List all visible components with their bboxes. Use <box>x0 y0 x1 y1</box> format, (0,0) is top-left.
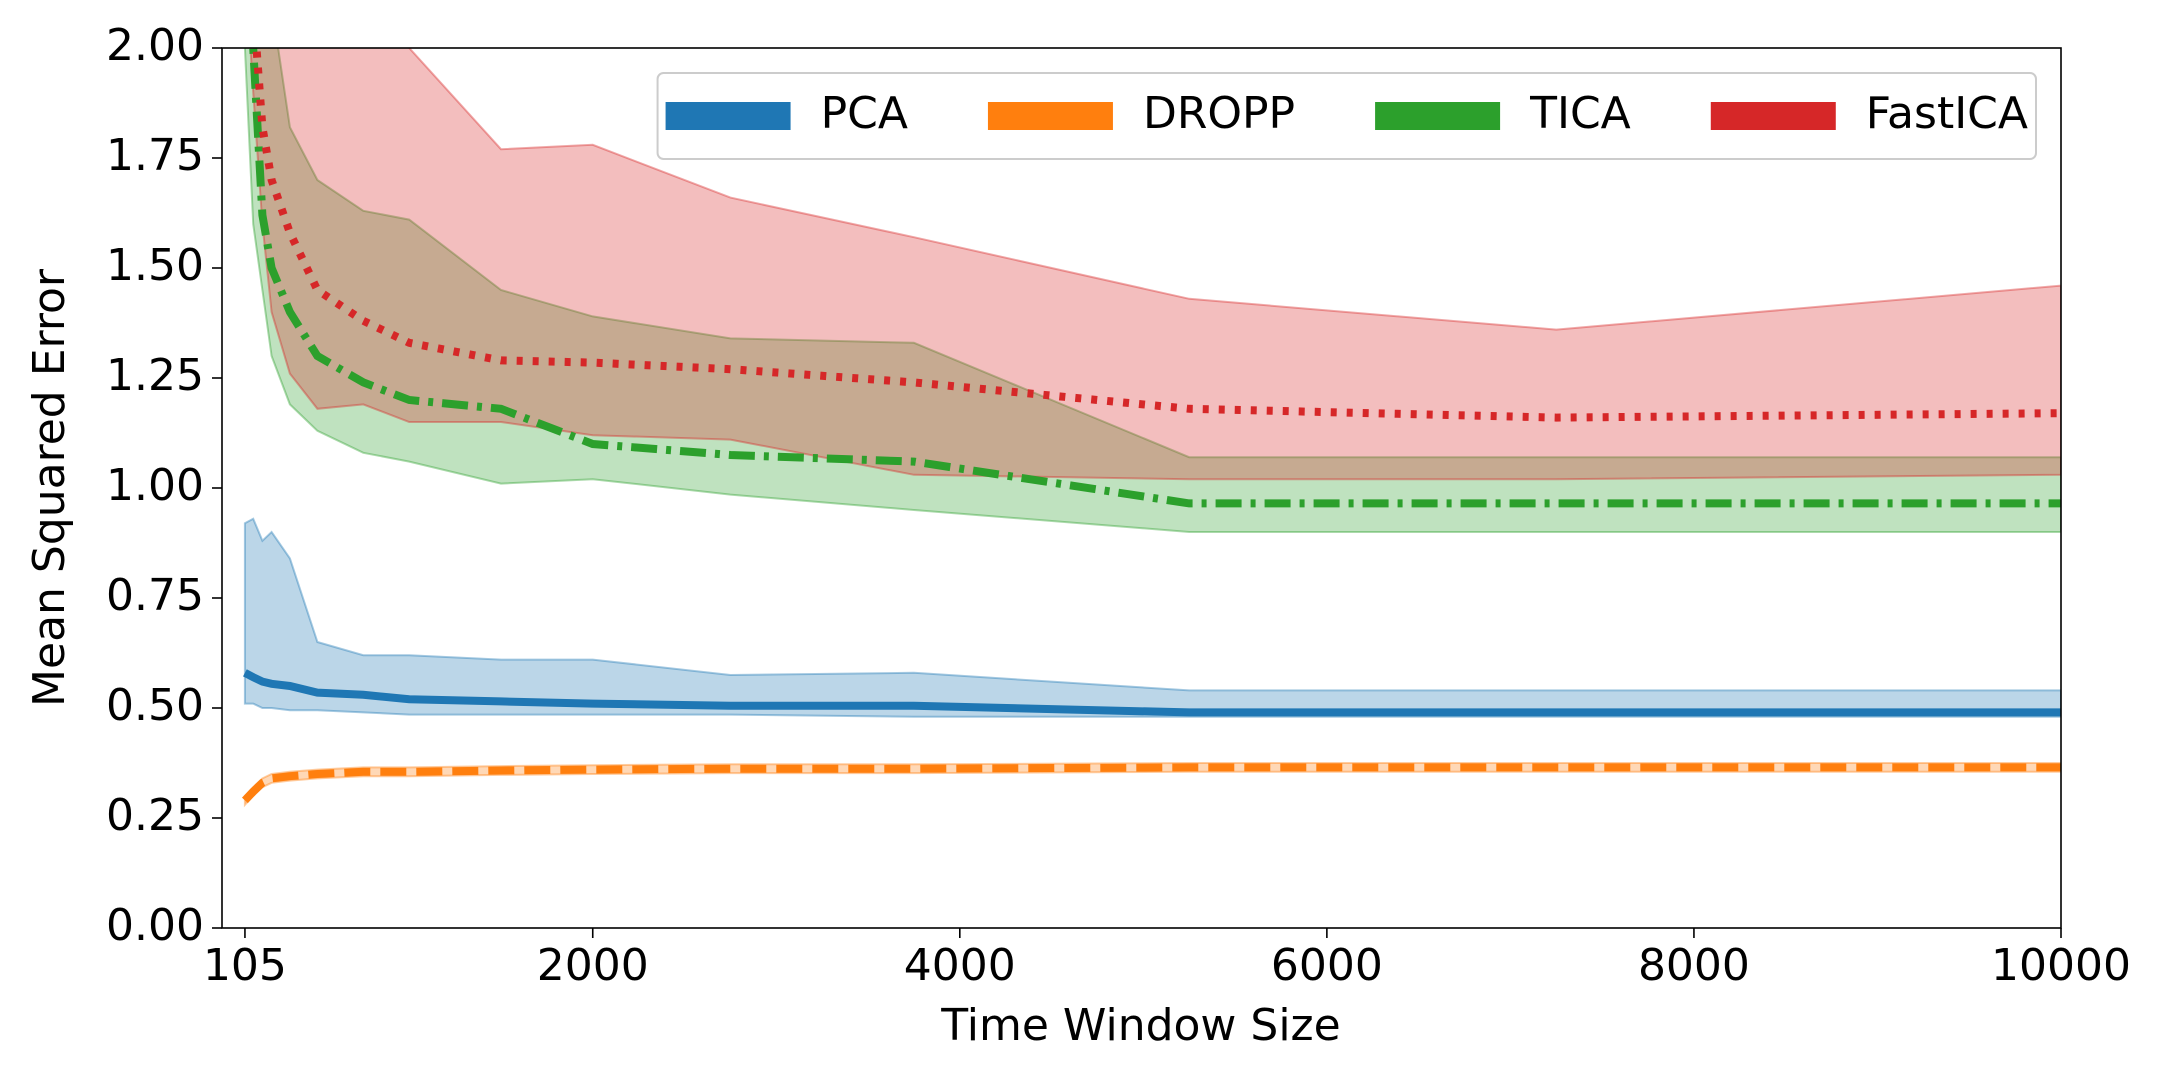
legend-handle <box>665 102 791 130</box>
confidence-band <box>243 517 2061 718</box>
legend-label: DROPP <box>1143 88 1295 139</box>
y-tick-label: 1.25 <box>106 350 204 401</box>
confidence-band <box>243 48 2061 533</box>
x-tick-label: 10000 <box>1991 940 2131 991</box>
x-tick-label: 2000 <box>537 940 649 991</box>
x-axis-label: Time Window Size <box>940 1000 1340 1051</box>
y-tick-label: 0.00 <box>106 900 204 951</box>
legend: PCA DROPP TICA FastICA <box>656 72 2037 160</box>
y-tick-label: 1.50 <box>106 240 204 291</box>
legend-box <box>656 72 2037 160</box>
series-line <box>249 48 2061 508</box>
series-line <box>243 669 2061 717</box>
y-tick-label: 0.25 <box>106 790 204 841</box>
legend-handle <box>1710 102 1836 130</box>
y-tick-label: 2.00 <box>106 20 204 71</box>
legend-label: TICA <box>1529 88 1631 139</box>
series-line <box>252 48 2061 422</box>
x-tick-label: 4000 <box>904 940 1016 991</box>
plot-area <box>241 48 2061 808</box>
x-tick-label: 8000 <box>1638 940 1750 991</box>
y-tick-label: 0.75 <box>106 570 204 621</box>
legend-handle <box>987 102 1113 130</box>
legend-label: FastICA <box>1866 88 2028 139</box>
x-tick-label: 105 <box>203 940 287 991</box>
y-tick-label: 0.50 <box>106 680 204 731</box>
legend-label: PCA <box>821 88 908 139</box>
y-axis-label: Mean Squared Error <box>24 268 75 707</box>
legend-handle <box>1375 102 1501 130</box>
y-tick-label: 1.00 <box>106 460 204 511</box>
confidence-band <box>249 48 2061 481</box>
x-tick-label: 6000 <box>1271 940 1383 991</box>
y-tick-label: 1.75 <box>106 130 204 181</box>
